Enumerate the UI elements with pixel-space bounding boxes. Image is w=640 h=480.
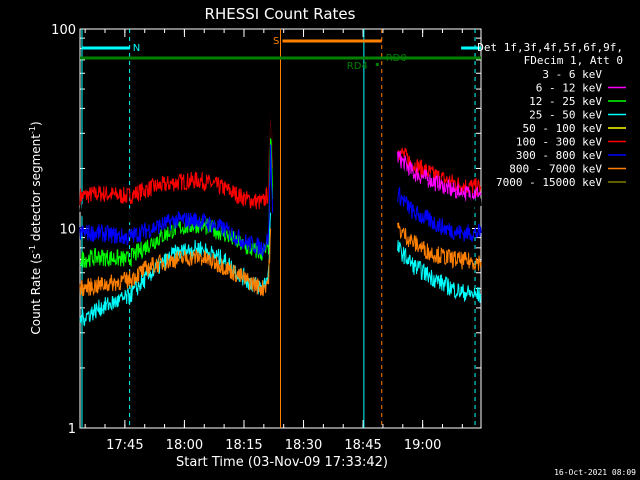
x-tick-label: 19:00 xyxy=(404,438,441,453)
legend-entry-label: 7000 - 15000 keV xyxy=(496,176,602,189)
legend-entry-label: 800 - 7000 keV xyxy=(509,163,602,176)
x-tick-label: 18:15 xyxy=(225,438,262,453)
legend-header-line-2: FDecim 1, Att 0 xyxy=(524,54,623,67)
legend-entry-label: 6 - 12 keV xyxy=(536,82,603,95)
svg-text:Count Rate (s-1 detector segme: Count Rate (s-1 detector segment-1) xyxy=(28,121,43,334)
legend-entry-label: 300 - 800 keV xyxy=(516,149,602,162)
y-tick-label: 10 xyxy=(59,223,76,238)
y-axis-label-mid: detector segment xyxy=(29,134,43,245)
night-label: N xyxy=(133,43,140,54)
legend: Det 1f,3f,4f,5f,6f,9f, FDecim 1, Att 0 3… xyxy=(477,41,626,189)
series-line xyxy=(397,240,482,303)
legend-entry-label: 12 - 25 keV xyxy=(529,95,602,108)
y-tick-label: 1 xyxy=(68,422,76,437)
series-line xyxy=(79,228,272,297)
axis-ticks: 17:45 18:00 18:15 18:30 18:45 19:00 1 10 100 xyxy=(51,23,481,453)
rd0-label: RD0 xyxy=(386,53,407,64)
x-tick-label: 18:30 xyxy=(285,438,322,453)
series-line xyxy=(397,187,482,243)
x-tick-label: 18:45 xyxy=(344,438,381,453)
legend-header-line-1: Det 1f,3f,4f,5f,6f,9f, xyxy=(477,41,623,54)
saa-label: S xyxy=(273,36,279,47)
legend-entry-label: 50 - 100 keV xyxy=(523,122,603,135)
series-line xyxy=(397,150,482,203)
x-tick-label: 17:45 xyxy=(106,438,143,453)
rd4-marker xyxy=(375,63,379,66)
y-axis-label-part: Count Rate (s xyxy=(29,253,43,335)
y-tick-label: 100 xyxy=(51,23,76,38)
series-layer xyxy=(79,80,482,327)
y-axis-label-sup2: -1 xyxy=(28,126,37,134)
y-axis-label-end: ) xyxy=(29,121,43,126)
x-axis-label: Start Time (03-Nov-09 17:33:42) xyxy=(176,455,388,470)
chart-title: RHESSI Count Rates xyxy=(205,5,356,23)
legend-entry-label: 100 - 300 keV xyxy=(516,136,602,149)
series-line xyxy=(79,103,274,210)
legend-entry-label: 3 - 6 keV xyxy=(542,68,602,81)
y-axis-label: Count Rate (s-1 detector segment-1) xyxy=(28,121,43,334)
series-line xyxy=(79,80,274,234)
series-line xyxy=(397,164,482,211)
series-line xyxy=(397,222,482,272)
time-markers: N S RD4 RD0 xyxy=(80,29,481,428)
x-tick-label: 18:00 xyxy=(166,438,203,453)
legend-entry-label: 25 - 50 keV xyxy=(529,109,602,122)
series-line xyxy=(79,144,274,258)
timestamp: 16-Oct-2021 08:09 xyxy=(554,468,636,477)
rd4-label: RD4 xyxy=(347,61,368,72)
y-axis-label-sup: -1 xyxy=(28,245,37,253)
